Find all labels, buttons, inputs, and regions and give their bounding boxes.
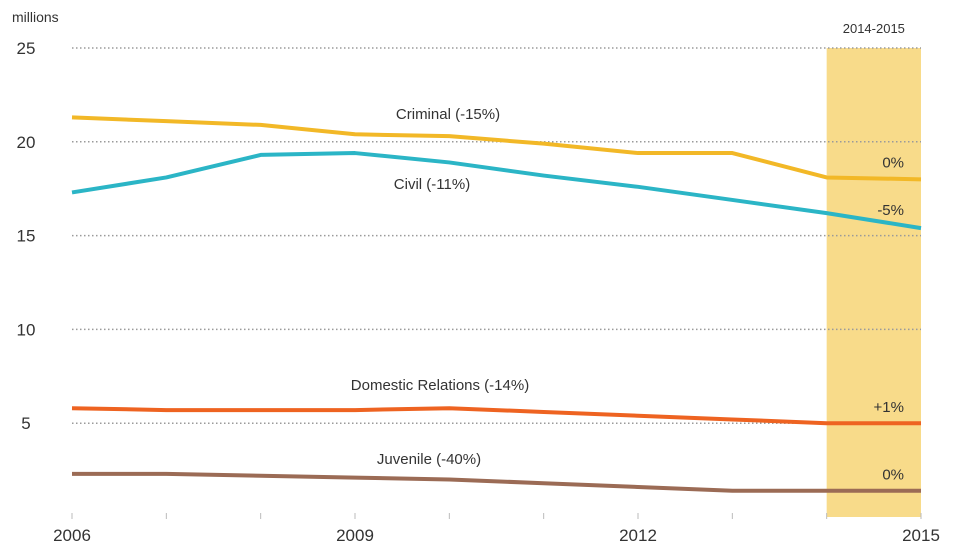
- series-line-juvenile: [72, 471, 921, 493]
- x-tick-label-2015: 2015: [902, 526, 940, 545]
- change-label-juvenile: 0%: [882, 467, 904, 484]
- series-label-criminal: Criminal (-15%): [396, 106, 500, 123]
- series-line-criminal: [71, 115, 922, 182]
- y-unit-label: millions: [12, 9, 59, 25]
- series-label-civil: Civil (-11%): [394, 176, 470, 193]
- series-lines: [71, 115, 922, 493]
- x-tick-label-2006: 2006: [53, 526, 91, 545]
- y-tick-label-20: 20: [17, 133, 36, 152]
- x-tick-label-2009: 2009: [336, 526, 374, 545]
- y-tick-label-25: 25: [17, 39, 36, 58]
- change-label-criminal: 0%: [882, 154, 904, 171]
- series-line-civil: [71, 151, 922, 231]
- y-tick-label-5: 5: [21, 414, 30, 433]
- change-label-civil: -5%: [877, 202, 904, 219]
- y-tick-label-10: 10: [17, 320, 36, 339]
- change-label-domestic-relations: +1%: [874, 399, 904, 416]
- grid-lines: [72, 47, 921, 424]
- highlight-band-2014-2015: [826, 48, 921, 517]
- highlight-label: 2014-2015: [843, 21, 905, 36]
- y-tick-label-15: 15: [17, 227, 36, 246]
- x-axis-ticks: [71, 513, 922, 519]
- series-label-domestic-relations: Domestic Relations (-14%): [351, 377, 529, 394]
- chart-labels: 2014-2015 millions 5 10 15 20 25 2006 2009 2012 20…: [12, 9, 940, 545]
- series-line-domestic-relations: [71, 406, 921, 426]
- x-tick-label-2012: 2012: [619, 526, 657, 545]
- series-label-juvenile: Juvenile (-40%): [377, 451, 481, 468]
